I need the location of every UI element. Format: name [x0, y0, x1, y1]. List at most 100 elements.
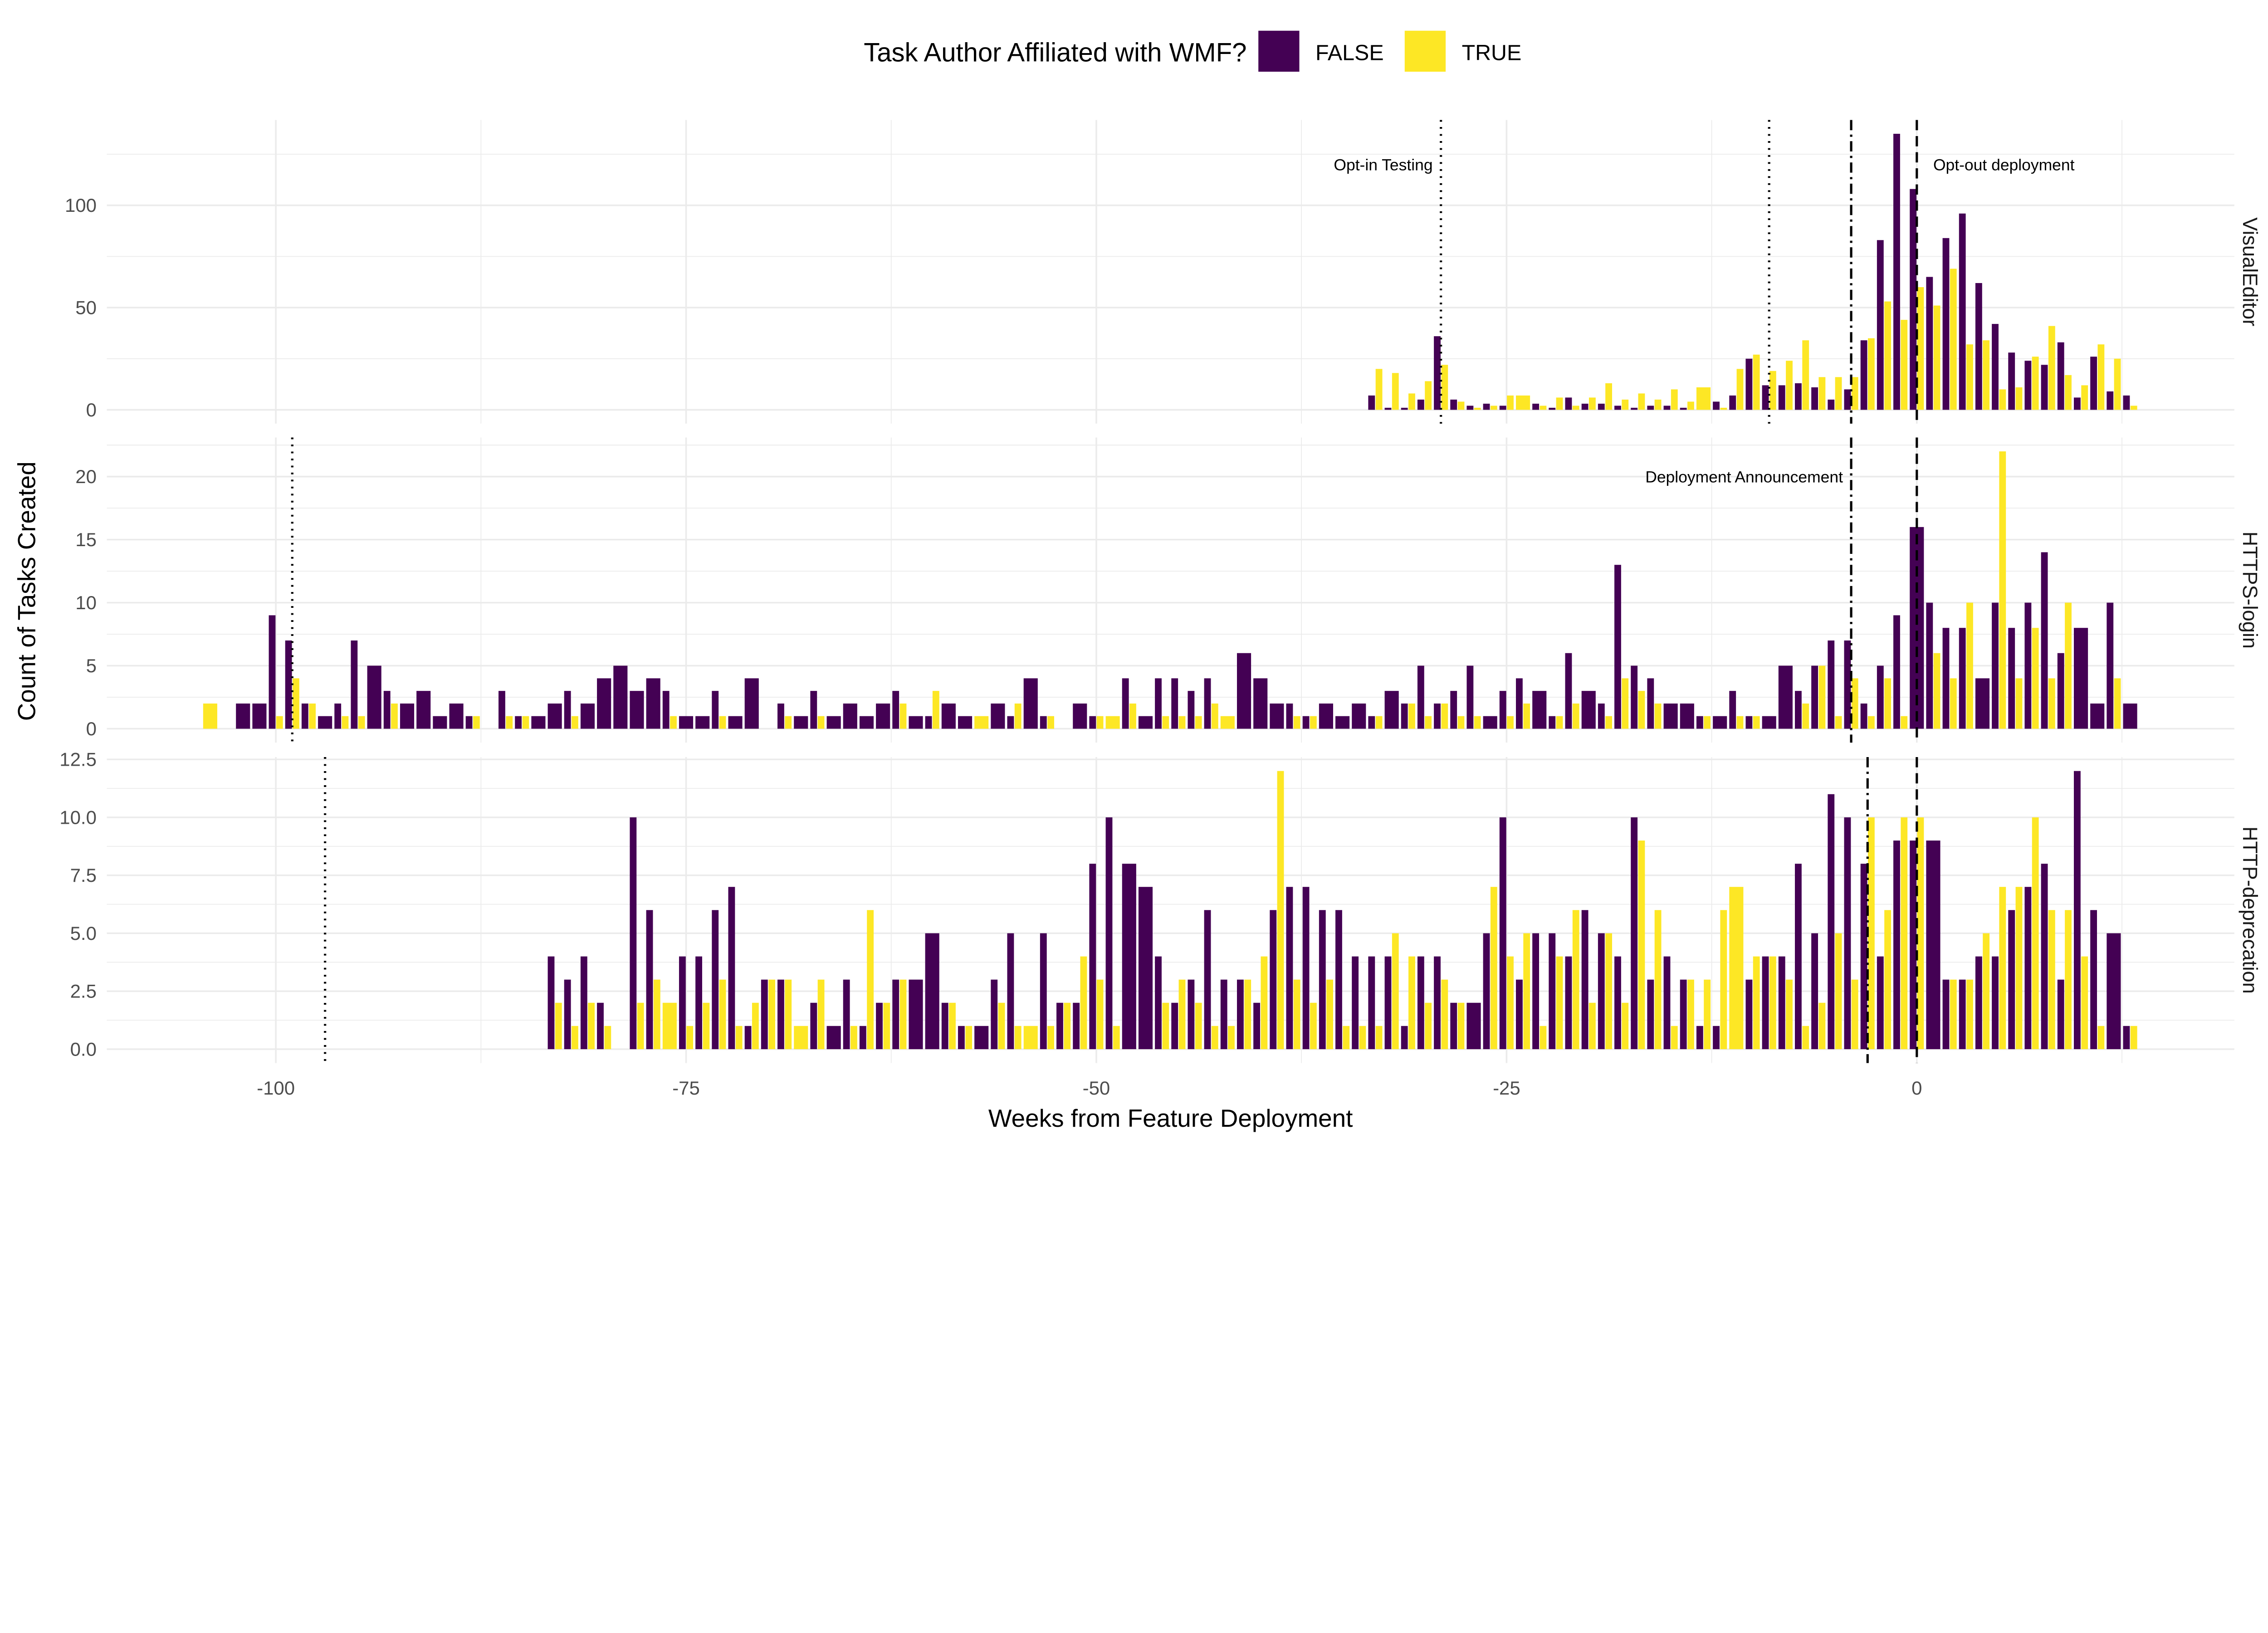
- y-tick-label: 12.5: [59, 749, 97, 770]
- bar-true: [1474, 407, 1481, 410]
- bar-false: [2107, 391, 2114, 410]
- bar-false: [1253, 1002, 1260, 1049]
- bar-true: [293, 678, 299, 729]
- bar-true: [1096, 979, 1104, 1049]
- bar-false: [1401, 1026, 1408, 1049]
- bar-false: [1532, 403, 1539, 410]
- bar-false: [597, 678, 611, 729]
- bar-true: [1523, 933, 1530, 1049]
- bar-true: [932, 691, 939, 729]
- bar-true: [1310, 716, 1317, 729]
- bar-true: [1933, 653, 1941, 729]
- bar-false: [2090, 703, 2105, 729]
- y-tick-label: 50: [75, 297, 97, 318]
- bar-true: [1917, 817, 1924, 1049]
- bar-false: [1926, 840, 1941, 1049]
- bar-false: [1860, 340, 1867, 410]
- bar-true: [1901, 716, 1908, 729]
- bar-false: [1680, 979, 1687, 1049]
- bar-true: [785, 979, 792, 1049]
- panel-visualeditor: 0 50 100 Opt-in Testing Opt-out deployment Vi…: [65, 120, 2262, 424]
- bar-true: [899, 979, 907, 1049]
- bar-false: [1499, 691, 1506, 729]
- bar-true: [1687, 979, 1694, 1049]
- bar-false: [1188, 691, 1195, 729]
- bar-false: [695, 956, 702, 1049]
- bar-false: [1089, 716, 1096, 729]
- bar-true: [1507, 716, 1514, 729]
- bar-true: [637, 1002, 644, 1049]
- bar-true: [1457, 1002, 1465, 1049]
- bar-false: [1942, 979, 1950, 1049]
- bar-false: [2057, 342, 2064, 410]
- bar-false: [695, 716, 710, 729]
- bar-false: [1073, 1002, 1080, 1049]
- bar-true: [1622, 678, 1629, 729]
- y-tick-label: 0: [86, 718, 97, 739]
- bar-true: [1540, 1026, 1547, 1049]
- bar-false: [1992, 956, 1999, 1049]
- bar-true: [1441, 703, 1448, 729]
- bar-false: [2041, 552, 2048, 729]
- bar-true: [686, 1026, 694, 1049]
- bar-false: [1893, 840, 1900, 1049]
- bar-false: [1466, 665, 1474, 729]
- bar-true: [1589, 397, 1596, 410]
- facet-strip-label: HTTPS-login: [2239, 532, 2262, 649]
- bar-true: [1818, 665, 1826, 729]
- bar-false: [794, 716, 808, 729]
- bar-true: [949, 1002, 956, 1049]
- bar-false: [1007, 716, 1014, 729]
- bar-true: [752, 1002, 759, 1049]
- bar-true: [768, 979, 775, 1049]
- bar-false: [1877, 665, 1884, 729]
- bar-false: [1302, 887, 1310, 1049]
- bar-false: [1220, 979, 1227, 1049]
- legend-key-false: [1258, 30, 1300, 72]
- bar-false: [1565, 956, 1572, 1049]
- bar-true: [1293, 716, 1300, 729]
- bar-false: [1417, 399, 1424, 410]
- legend-label-false: FALSE: [1315, 40, 1384, 65]
- bar-true: [358, 716, 365, 729]
- panel-http-deprecation: 0.0 2.5 5.0 7.5 10.0 12.5 HTTP-deprecation: [59, 749, 2262, 1063]
- bar-false: [958, 1026, 965, 1049]
- bar-true: [1983, 933, 1990, 1049]
- faceted-bar-chart: Task Author Affiliated with WMF? FALSE T…: [12, 30, 2262, 1132]
- bar-false: [958, 716, 973, 729]
- bar-false: [892, 691, 899, 729]
- bar-false: [1631, 817, 1638, 1049]
- bar-true: [276, 716, 283, 729]
- y-tick-label: 10: [75, 592, 97, 613]
- bar-false: [925, 933, 939, 1049]
- bar-false: [564, 979, 571, 1049]
- bar-true: [703, 1002, 710, 1049]
- bar-false: [1614, 406, 1621, 410]
- panel-https-login: 0 5 10 15 20 Deployment Announcement HTTPS-log…: [75, 437, 2262, 743]
- legend-label-true: TRUE: [1462, 40, 1522, 65]
- bar-false: [1237, 653, 1251, 729]
- bar-false: [1105, 817, 1113, 1049]
- bar-false: [1762, 716, 1776, 729]
- bar-true: [1622, 399, 1629, 410]
- bar-false: [1713, 716, 1727, 729]
- bar-true: [1572, 703, 1579, 729]
- x-tick-label: -100: [257, 1077, 295, 1099]
- bar-true: [1375, 369, 1383, 410]
- bar-true: [1867, 338, 1875, 410]
- bar-true: [1425, 381, 1432, 410]
- bar-true: [309, 703, 316, 729]
- bar-true: [1622, 1002, 1629, 1049]
- bar-false: [1696, 1026, 1703, 1049]
- bar-false: [1811, 933, 1818, 1049]
- bar-false: [1515, 979, 1523, 1049]
- bar-true: [1654, 910, 1662, 1049]
- bar-false: [1450, 691, 1457, 729]
- bar-true: [1687, 401, 1694, 410]
- bar-false: [1942, 628, 1950, 729]
- bar-true: [1671, 389, 1678, 410]
- bar-false: [1647, 979, 1654, 1049]
- bar-false: [1483, 933, 1490, 1049]
- y-tick-label: 5.0: [70, 923, 97, 944]
- bar-true: [1884, 301, 1891, 410]
